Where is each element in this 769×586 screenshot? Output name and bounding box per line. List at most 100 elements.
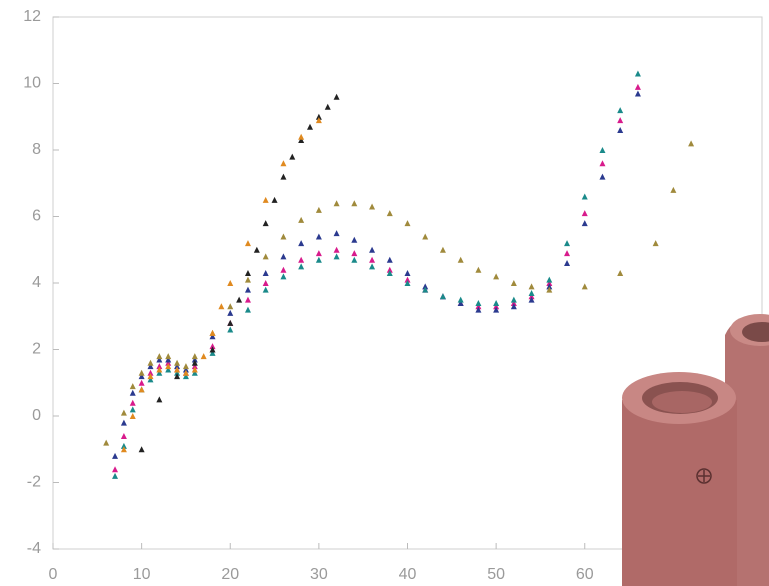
point: [156, 396, 163, 403]
point: [369, 203, 376, 210]
point: [174, 359, 181, 366]
point: [581, 193, 588, 200]
point: [138, 446, 145, 453]
point: [457, 296, 464, 303]
point: [103, 439, 110, 446]
point: [599, 147, 606, 153]
point: [112, 472, 119, 479]
point: [457, 299, 464, 306]
point: [227, 280, 234, 286]
point: [244, 306, 251, 313]
point: [475, 303, 482, 310]
point: [493, 273, 500, 280]
point: [200, 353, 207, 360]
point: [617, 127, 624, 134]
plus-sign: [696, 468, 712, 484]
point: [493, 303, 500, 310]
point: [227, 303, 234, 310]
point: [670, 186, 677, 193]
point: [262, 270, 269, 277]
point: [138, 379, 145, 386]
point: [120, 442, 127, 449]
point: [209, 329, 216, 336]
y-tick-label: 8: [32, 141, 41, 158]
point: [236, 296, 243, 303]
point: [315, 113, 322, 120]
y-tick-label: -4: [27, 540, 41, 557]
point: [156, 366, 163, 373]
point: [156, 356, 163, 363]
point: [280, 273, 287, 280]
point: [138, 386, 145, 393]
point: [165, 359, 172, 366]
point: [298, 256, 305, 263]
point: [174, 373, 181, 380]
point: [262, 286, 269, 293]
point: [271, 196, 278, 203]
point: [404, 270, 411, 277]
point: [581, 283, 588, 290]
point: [493, 306, 500, 313]
point: [315, 206, 322, 213]
point: [510, 296, 517, 303]
point: [156, 363, 163, 370]
x-tick-label: 30: [310, 566, 328, 583]
point: [182, 369, 189, 376]
point: [617, 270, 624, 277]
point: [422, 233, 429, 240]
y-tick-label: 6: [32, 208, 41, 225]
point: [386, 266, 393, 273]
point: [280, 173, 287, 180]
point: [120, 409, 127, 416]
point: [227, 326, 234, 333]
point: [244, 296, 251, 303]
point: [369, 263, 376, 270]
point: [262, 280, 269, 286]
point: [617, 107, 624, 114]
point: [404, 276, 411, 283]
point: [218, 303, 225, 310]
y-tick-label: 12: [23, 8, 41, 25]
point: [120, 446, 127, 453]
point: [244, 276, 251, 283]
point: [129, 399, 136, 406]
point: [280, 266, 287, 273]
point: [634, 90, 641, 97]
point: [298, 240, 305, 247]
point: [475, 266, 482, 273]
point: [599, 160, 606, 167]
point: [324, 103, 331, 110]
y-tick-label: 0: [32, 407, 41, 424]
y-tick-label: -2: [27, 474, 41, 491]
point: [439, 293, 446, 300]
point: [253, 246, 260, 253]
point: [634, 70, 641, 77]
point: [289, 153, 296, 160]
point: [315, 117, 322, 124]
x-tick-label: 60: [576, 566, 594, 583]
point: [147, 369, 154, 376]
point: [147, 363, 154, 370]
point: [165, 353, 172, 360]
point: [333, 230, 340, 237]
point: [475, 306, 482, 313]
point: [315, 250, 322, 257]
point: [510, 299, 517, 306]
point: [369, 256, 376, 263]
point: [209, 333, 216, 340]
point: [386, 256, 393, 263]
point: [298, 137, 305, 144]
point: [351, 200, 358, 207]
point: [546, 280, 553, 286]
point: [298, 133, 305, 140]
y-tick-label: 2: [32, 341, 41, 358]
point: [351, 250, 358, 257]
point: [333, 253, 340, 260]
point: [129, 383, 136, 390]
point: [652, 240, 659, 247]
point: [209, 346, 216, 353]
point: [191, 363, 198, 370]
point: [112, 452, 119, 459]
point: [351, 256, 358, 263]
y-tick-label: 10: [23, 75, 41, 92]
